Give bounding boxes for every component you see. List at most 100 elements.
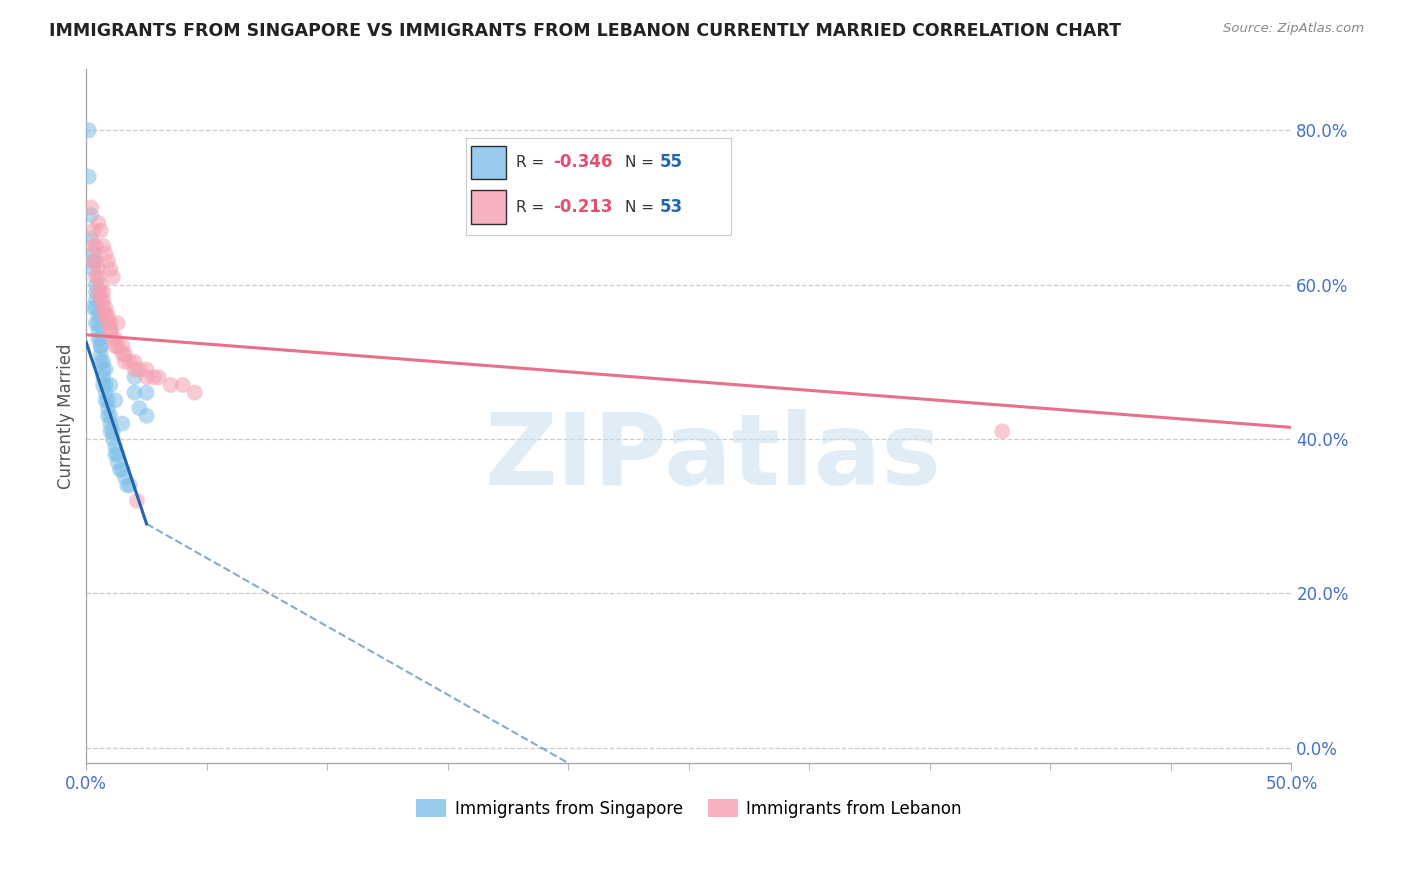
Point [101, 424, 124, 438]
Point [128, 401, 150, 416]
Point [87, 324, 110, 338]
Text: IMMIGRANTS FROM SINGAPORE VS IMMIGRANTS FROM LEBANON CURRENTLY MARRIED CORRELATI: IMMIGRANTS FROM SINGAPORE VS IMMIGRANTS … [49, 22, 1121, 40]
Point [135, 409, 157, 423]
Point [87, 269, 110, 284]
Point [135, 385, 157, 400]
Point [91, 362, 114, 376]
Point [101, 432, 124, 446]
Point [107, 316, 129, 330]
Point [83, 224, 105, 238]
Point [87, 332, 110, 346]
Point [80, 208, 103, 222]
Point [80, 231, 103, 245]
Point [87, 285, 110, 300]
Point [94, 246, 117, 260]
Text: Source: ZipAtlas.com: Source: ZipAtlas.com [1223, 22, 1364, 36]
Point [114, 355, 136, 369]
Y-axis label: Currently Married: Currently Married [58, 343, 75, 489]
Point [114, 347, 136, 361]
Point [111, 463, 134, 477]
Point [91, 293, 114, 307]
Point [159, 378, 181, 392]
Point [83, 254, 105, 268]
Point [87, 262, 110, 277]
Point [90, 355, 112, 369]
Point [124, 362, 146, 376]
Point [91, 355, 114, 369]
Point [87, 316, 110, 330]
Point [100, 378, 122, 392]
Point [97, 409, 120, 423]
Point [83, 262, 105, 277]
Point [90, 347, 112, 361]
Point [142, 370, 165, 384]
Point [114, 470, 136, 484]
Point [104, 393, 127, 408]
Point [104, 447, 127, 461]
Point [101, 269, 124, 284]
Point [87, 216, 110, 230]
Point [91, 301, 114, 315]
Point [84, 285, 107, 300]
Point [84, 293, 107, 307]
Point [90, 277, 112, 292]
Point [84, 316, 107, 330]
Point [97, 316, 120, 330]
Point [108, 463, 131, 477]
Point [84, 239, 107, 253]
Point [91, 378, 114, 392]
Point [100, 324, 122, 338]
Point [90, 339, 112, 353]
Point [83, 239, 105, 253]
Point [97, 401, 120, 416]
Point [124, 370, 146, 384]
Point [83, 301, 105, 315]
Point [100, 417, 122, 431]
Point [94, 393, 117, 408]
Point [90, 332, 112, 346]
Point [91, 370, 114, 384]
Point [107, 455, 129, 469]
Point [94, 385, 117, 400]
Point [97, 254, 120, 268]
Point [90, 285, 112, 300]
Point [94, 378, 117, 392]
Point [118, 355, 141, 369]
Point [107, 447, 129, 461]
Point [100, 424, 122, 438]
Point [104, 339, 127, 353]
Point [172, 378, 194, 392]
Point [100, 316, 122, 330]
Point [90, 224, 112, 238]
Point [83, 246, 105, 260]
Point [84, 277, 107, 292]
Point [111, 339, 134, 353]
Point [124, 355, 146, 369]
Point [107, 339, 129, 353]
Point [77, 123, 100, 137]
Point [124, 385, 146, 400]
Point [100, 262, 122, 277]
Point [87, 309, 110, 323]
Point [101, 332, 124, 346]
Text: ZIPatlas: ZIPatlas [485, 409, 942, 506]
Point [97, 393, 120, 408]
Point [91, 239, 114, 253]
Point [117, 478, 139, 492]
Point [84, 301, 107, 315]
Point [91, 285, 114, 300]
Point [84, 269, 107, 284]
Point [94, 301, 117, 315]
Point [104, 332, 127, 346]
Legend: Immigrants from Singapore, Immigrants from Lebanon: Immigrants from Singapore, Immigrants fr… [409, 793, 969, 824]
Point [111, 417, 134, 431]
Point [100, 409, 122, 423]
Point [111, 347, 134, 361]
Point [94, 309, 117, 323]
Point [90, 293, 112, 307]
Point [83, 254, 105, 268]
Point [104, 440, 127, 454]
Point [90, 339, 112, 353]
Point [184, 385, 207, 400]
Point [125, 493, 148, 508]
